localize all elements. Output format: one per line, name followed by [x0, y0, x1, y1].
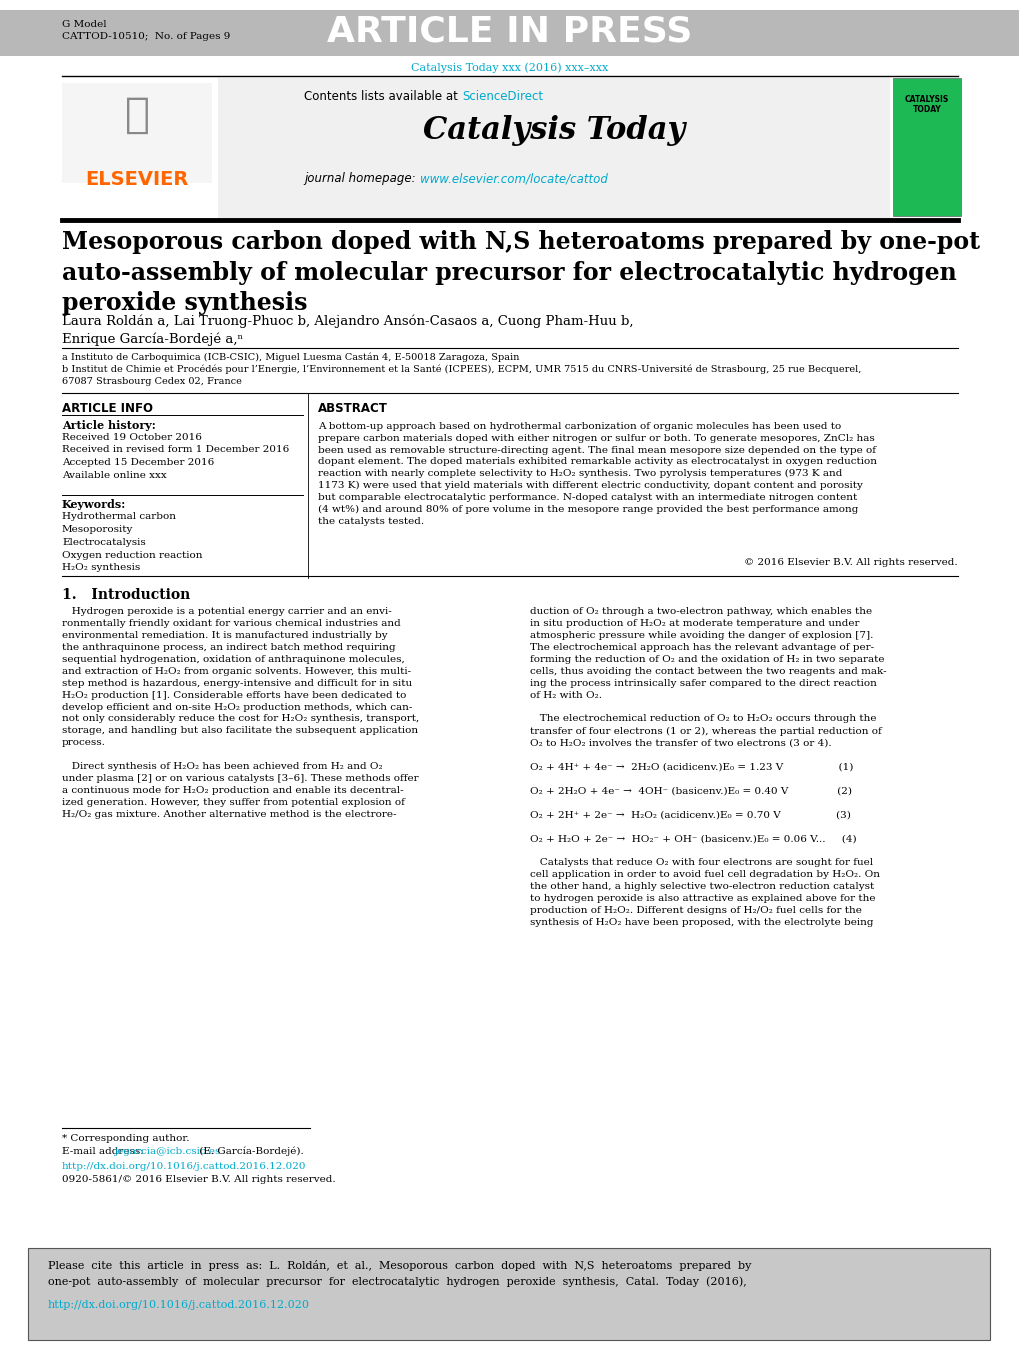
Text: http://dx.doi.org/10.1016/j.cattod.2016.12.020: http://dx.doi.org/10.1016/j.cattod.2016.… [48, 1300, 310, 1310]
Bar [892, 78, 960, 216]
Text: a Instituto de Carboquimica (ICB-CSIC), Miguel Luesma Castán 4, E-50018 Zaragoza: a Instituto de Carboquimica (ICB-CSIC), … [62, 353, 519, 362]
Text: Accepted 15 December 2016: Accepted 15 December 2016 [62, 458, 214, 467]
Text: Keywords:: Keywords: [62, 499, 126, 509]
Text: one-pot  auto-assembly  of  molecular  precursor  for  electrocatalytic  hydroge: one-pot auto-assembly of molecular precu… [48, 1275, 746, 1286]
Text: Catalysis Today: Catalysis Today [423, 115, 685, 146]
Text: journal homepage:: journal homepage: [305, 172, 420, 185]
Bar [28, 1248, 989, 1340]
Text: CATALYSIS
TODAY: CATALYSIS TODAY [904, 95, 949, 115]
Text: Please  cite  this  article  in  press  as:  L.  Roldán,  et  al.,  Mesoporous  : Please cite this article in press as: L.… [48, 1260, 751, 1271]
Text: 🌳: 🌳 [124, 95, 150, 136]
Text: ABSTRACT: ABSTRACT [318, 403, 387, 415]
Text: ARTICLE IN PRESS: ARTICLE IN PRESS [327, 14, 692, 49]
Text: ARTICLE INFO: ARTICLE INFO [62, 403, 153, 415]
Text: Received in revised form 1 December 2016: Received in revised form 1 December 2016 [62, 446, 289, 454]
Text: b Institut de Chimie et Procédés pour l’Energie, l’Environnement et la Santé (IC: b Institut de Chimie et Procédés pour l’… [62, 365, 860, 385]
Text: Received 19 October 2016: Received 19 October 2016 [62, 434, 202, 442]
Text: E-mail address:: E-mail address: [62, 1147, 147, 1156]
Text: ScienceDirect: ScienceDirect [462, 91, 542, 103]
Text: 1.   Introduction: 1. Introduction [62, 588, 191, 603]
Bar [0, 9, 1019, 55]
Text: jegarcia@icb.csic.es: jegarcia@icb.csic.es [114, 1147, 220, 1156]
Text: Article history:: Article history: [62, 420, 156, 431]
Text: ELSEVIER: ELSEVIER [86, 170, 189, 189]
Text: Catalysis Today xxx (2016) xxx–xxx: Catalysis Today xxx (2016) xxx–xxx [411, 62, 608, 73]
Bar [218, 78, 890, 218]
Text: G Model: G Model [62, 20, 107, 28]
Text: CATTOD-10510;  No. of Pages 9: CATTOD-10510; No. of Pages 9 [62, 32, 230, 41]
Text: A bottom-up approach based on hydrothermal carbonization of organic molecules ha: A bottom-up approach based on hydrotherm… [318, 422, 876, 526]
Bar [62, 82, 212, 182]
Text: www.elsevier.com/locate/cattod: www.elsevier.com/locate/cattod [420, 172, 607, 185]
Text: http://dx.doi.org/10.1016/j.cattod.2016.12.020: http://dx.doi.org/10.1016/j.cattod.2016.… [62, 1162, 306, 1171]
Text: * Corresponding author.: * Corresponding author. [62, 1133, 190, 1143]
Text: © 2016 Elsevier B.V. All rights reserved.: © 2016 Elsevier B.V. All rights reserved… [744, 558, 957, 567]
Text: Hydrothermal carbon
Mesoporosity
Electrocatalysis
Oxygen reduction reaction
H₂O₂: Hydrothermal carbon Mesoporosity Electro… [62, 512, 203, 573]
Text: Hydrogen peroxide is a potential energy carrier and an envi-
ronmentally friendl: Hydrogen peroxide is a potential energy … [62, 607, 419, 819]
Text: duction of O₂ through a two-electron pathway, which enables the
in situ producti: duction of O₂ through a two-electron pat… [530, 607, 886, 927]
Text: 0920-5861/© 2016 Elsevier B.V. All rights reserved.: 0920-5861/© 2016 Elsevier B.V. All right… [62, 1175, 335, 1183]
Text: Laura Roldán a, Lai Truong-Phuoc b, Alejandro Ansón-Casaos a, Cuong Pham-Huu b,
: Laura Roldán a, Lai Truong-Phuoc b, Alej… [62, 315, 633, 346]
Text: Mesoporous carbon doped with N,S heteroatoms prepared by one-pot
auto-assembly o: Mesoporous carbon doped with N,S heteroa… [62, 230, 979, 315]
Text: Available online xxx: Available online xxx [62, 470, 166, 480]
Text: Contents lists available at: Contents lists available at [304, 91, 462, 103]
Text: (E. García-Bordejé).: (E. García-Bordejé). [196, 1147, 304, 1156]
